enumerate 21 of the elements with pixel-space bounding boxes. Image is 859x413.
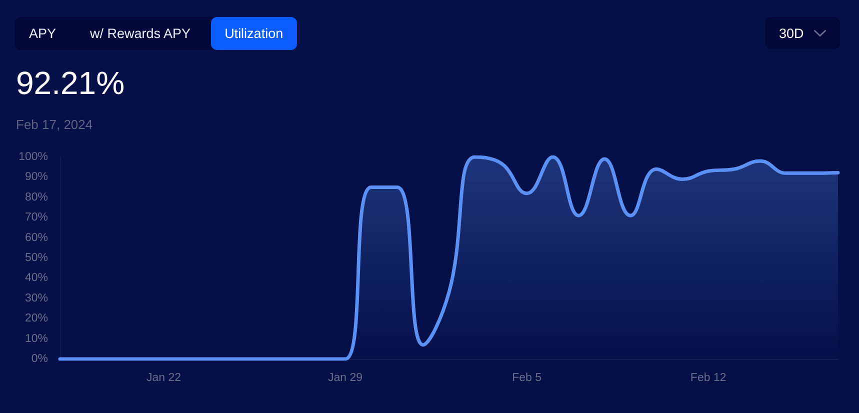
dropdown-button: 30D (765, 17, 840, 49)
y-tick-label: 20% (24, 312, 48, 325)
tab-label: w/ Rewards APY (89, 25, 192, 43)
x-tick-label: Jan 22 (146, 372, 181, 384)
x-tick-label: Jan 29 (328, 372, 363, 384)
y-tick-label: 10% (24, 332, 48, 345)
y-tick-label: 40% (24, 272, 48, 284)
x-tick-label: Feb 12 (690, 372, 726, 384)
y-tick-label: 80% (24, 191, 48, 204)
chart-subtitle: Feb 17, 2024 (16, 117, 93, 132)
x-tick-label: Feb 5 (512, 372, 542, 384)
active-tab-button: Utilization (210, 17, 298, 50)
y-tick-label: 50% (24, 252, 48, 264)
y-tick-label: 0% (31, 353, 48, 365)
tab-label: APY (28, 25, 58, 43)
y-tick-label: 100% (18, 151, 48, 163)
y-tick-label: 90% (24, 171, 48, 184)
y-tick-label: 60% (24, 232, 48, 244)
chart-title: 92.21% (16, 65, 125, 101)
y-tick-label: 70% (24, 212, 48, 224)
y-tick-label: 30% (24, 292, 48, 304)
